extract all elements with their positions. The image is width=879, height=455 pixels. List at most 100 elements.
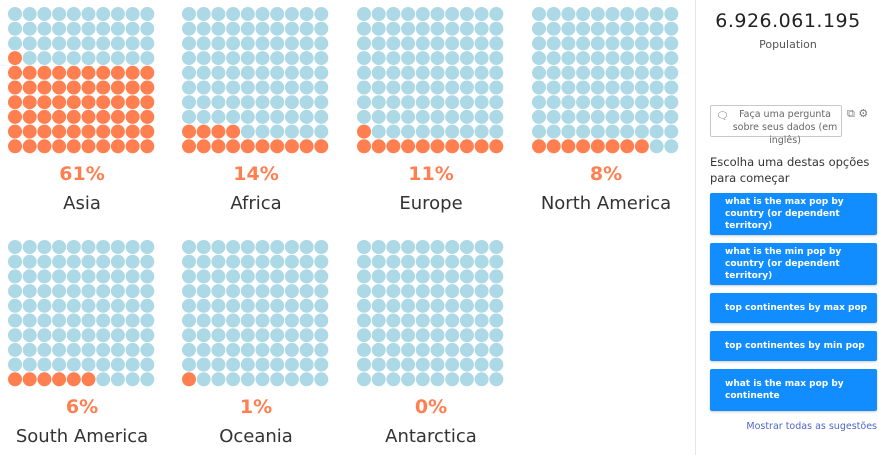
- waffle-cell-empty: [620, 65, 635, 80]
- waffle-cell-empty: [299, 372, 314, 387]
- waffle-cell-empty: [22, 313, 37, 328]
- waffle-cell-empty: [255, 313, 270, 328]
- waffle-north-america: 8% North America: [532, 7, 692, 214]
- waffle-cell-empty: [474, 80, 489, 95]
- waffle-cell-empty: [357, 313, 371, 328]
- waffle-cell-empty: [489, 284, 504, 299]
- waffle-cell-empty: [211, 65, 226, 80]
- waffle-cell-empty: [401, 298, 416, 313]
- waffle-cell-filled: [96, 65, 111, 80]
- waffle-cell-empty: [459, 7, 474, 21]
- waffle-cell-empty: [8, 284, 22, 299]
- suggestion-button[interactable]: what is the max pop by country (or depen…: [710, 193, 877, 235]
- waffle-cell-empty: [664, 7, 679, 21]
- waffle-cell-filled: [240, 139, 255, 154]
- waffle-cell-filled: [22, 109, 37, 124]
- waffle-cell-empty: [459, 328, 474, 343]
- waffle-cell-empty: [125, 7, 140, 21]
- waffle-cell-empty: [430, 240, 445, 254]
- qa-input[interactable]: 🗨 Faça uma pergunta sobre seus dados (em…: [710, 105, 842, 146]
- waffle-cell-empty: [459, 65, 474, 80]
- waffle-cell-empty: [182, 36, 196, 51]
- waffle-cell-filled: [140, 109, 155, 124]
- waffle-cell-empty: [110, 240, 125, 254]
- waffle-cell-empty: [8, 254, 22, 269]
- suggestion-button[interactable]: top continentes by min pop: [710, 331, 877, 361]
- waffle-cell-empty: [357, 372, 371, 387]
- waffle-cell-empty: [22, 36, 37, 51]
- waffle-cell-filled: [430, 139, 445, 154]
- waffle-cell-empty: [445, 298, 460, 313]
- waffle-cell-filled: [125, 109, 140, 124]
- waffle-cell-empty: [255, 124, 270, 139]
- waffle-cell-empty: [415, 51, 430, 66]
- waffle-cell-empty: [415, 298, 430, 313]
- waffle-cell-empty: [314, 80, 329, 95]
- waffle-cell-empty: [240, 21, 255, 36]
- waffle-cell-empty: [561, 95, 576, 110]
- waffle-cell-filled: [182, 124, 196, 139]
- waffle-cell-empty: [110, 328, 125, 343]
- waffle-cell-empty: [8, 7, 22, 21]
- waffle-cell-empty: [314, 342, 329, 357]
- waffle-cell-empty: [489, 36, 504, 51]
- waffle-cell-empty: [255, 298, 270, 313]
- waffle-cell-empty: [576, 95, 591, 110]
- category-label: Africa: [230, 193, 282, 214]
- show-all-suggestions-link[interactable]: Mostrar todas as sugestões: [746, 421, 877, 432]
- waffle-cell-empty: [445, 21, 460, 36]
- gear-icon[interactable]: ⚙: [858, 107, 869, 120]
- waffle-cell-empty: [240, 269, 255, 284]
- waffle-cell-empty: [52, 357, 67, 372]
- waffle-cell-empty: [66, 21, 81, 36]
- waffle-cell-empty: [270, 80, 285, 95]
- waffle-cell-empty: [284, 65, 299, 80]
- waffle-cell-empty: [474, 109, 489, 124]
- suggestion-button[interactable]: what is the min pop by country (or depen…: [710, 243, 877, 285]
- waffle-cell-empty: [314, 95, 329, 110]
- waffle-cell-empty: [474, 342, 489, 357]
- waffle-cell-empty: [357, 80, 371, 95]
- waffle-cell-empty: [546, 95, 561, 110]
- waffle-cell-empty: [125, 342, 140, 357]
- waffle-cell-empty: [357, 240, 371, 254]
- waffle-cell-filled: [52, 124, 67, 139]
- waffle-cell-empty: [110, 7, 125, 21]
- waffle-cell-empty: [110, 313, 125, 328]
- waffle-cell-empty: [8, 36, 22, 51]
- waffle-cell-empty: [299, 328, 314, 343]
- waffle-cell-empty: [182, 109, 196, 124]
- waffle-cell-filled: [605, 139, 620, 154]
- waffle-cell-empty: [110, 269, 125, 284]
- waffle-cell-empty: [125, 357, 140, 372]
- waffle-cell-empty: [37, 269, 52, 284]
- waffle-cell-empty: [52, 51, 67, 66]
- percent-label: 11%: [408, 163, 454, 185]
- waffle-cell-empty: [386, 269, 401, 284]
- waffle-cell-empty: [81, 36, 96, 51]
- waffle-cell-filled: [182, 139, 196, 154]
- waffle-cell-empty: [182, 342, 196, 357]
- suggestion-button[interactable]: what is the max pop by continente: [710, 369, 877, 411]
- waffle-cell-filled: [66, 109, 81, 124]
- waffle-cell-empty: [22, 240, 37, 254]
- qa-placeholder: Faça uma pergunta sobre seus dados (em i…: [732, 109, 838, 146]
- waffle-cell-empty: [620, 36, 635, 51]
- waffle-cell-empty: [270, 51, 285, 66]
- waffle-cell-empty: [664, 36, 679, 51]
- waffle-cell-empty: [576, 65, 591, 80]
- waffle-cell-empty: [37, 342, 52, 357]
- suggestion-button[interactable]: top continentes by max pop: [710, 293, 877, 323]
- waffle-cell-empty: [240, 240, 255, 254]
- waffle-cell-empty: [474, 298, 489, 313]
- waffle-cell-empty: [415, 372, 430, 387]
- waffle-cell-filled: [8, 139, 22, 154]
- waffle-cell-empty: [96, 7, 111, 21]
- waffle-cell-empty: [634, 7, 649, 21]
- waffle-cell-empty: [182, 269, 196, 284]
- category-label: Asia: [63, 193, 101, 214]
- waffle-cell-empty: [270, 284, 285, 299]
- waffle-cell-empty: [430, 357, 445, 372]
- waffle-cell-empty: [240, 342, 255, 357]
- share-icon[interactable]: ⧉: [847, 107, 855, 120]
